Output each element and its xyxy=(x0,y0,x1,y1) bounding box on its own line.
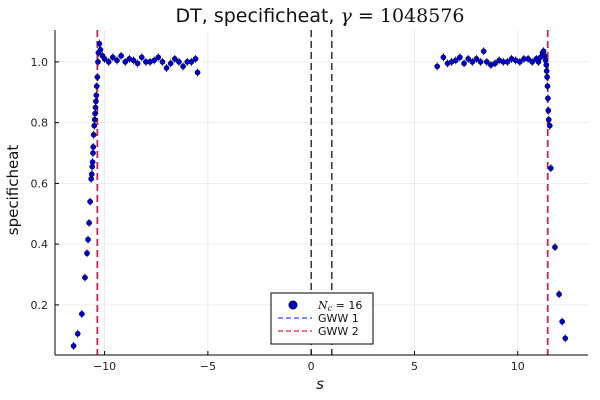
data-point xyxy=(91,122,98,129)
data-point xyxy=(70,343,77,349)
data-point xyxy=(159,59,166,65)
data-point xyxy=(543,62,550,68)
data-point xyxy=(118,52,124,59)
data-point xyxy=(151,57,158,64)
data-point xyxy=(480,48,487,55)
axes xyxy=(54,30,588,356)
data-point xyxy=(84,250,90,257)
data-point xyxy=(492,60,498,67)
data-point xyxy=(90,131,97,138)
data-point xyxy=(85,236,91,243)
x-tick-label: 10 xyxy=(511,360,525,373)
data-point xyxy=(97,46,104,53)
data-point xyxy=(90,144,97,150)
legend-entry-gww2: GWW 2 xyxy=(318,325,359,338)
data-point xyxy=(545,95,551,102)
data-point xyxy=(516,59,523,65)
data-point xyxy=(109,54,116,61)
data-point xyxy=(452,57,459,64)
data-point xyxy=(547,165,554,172)
data-point xyxy=(194,69,201,76)
data-point xyxy=(79,311,85,317)
data-point xyxy=(89,159,96,165)
data-point xyxy=(163,65,170,71)
data-point xyxy=(93,83,100,90)
data-point xyxy=(114,57,120,64)
data-point xyxy=(122,59,129,65)
y-tick-label: 0.8 xyxy=(31,117,49,130)
data-point xyxy=(176,59,182,65)
data-point xyxy=(188,59,195,65)
data-point xyxy=(167,60,174,67)
data-point xyxy=(461,60,467,67)
data-point xyxy=(93,98,99,105)
data-point xyxy=(130,57,137,64)
data-point xyxy=(469,59,476,65)
data-point xyxy=(192,56,199,62)
x-tick-label: −5 xyxy=(200,360,216,373)
data-series xyxy=(70,39,569,350)
data-point xyxy=(74,330,81,337)
data-point xyxy=(556,291,562,298)
data-point xyxy=(155,54,162,61)
data-point xyxy=(544,83,551,90)
data-point xyxy=(477,59,484,65)
data-point xyxy=(87,198,93,205)
data-point xyxy=(86,220,92,226)
legend-entry-series: Nc = 16 xyxy=(317,299,362,313)
y-tick-label: 0.6 xyxy=(31,177,49,190)
data-point xyxy=(91,116,98,123)
data-point xyxy=(545,107,552,114)
x-tick-label: 5 xyxy=(411,360,418,373)
y-axis-label: specificheat xyxy=(4,145,22,236)
data-point xyxy=(473,56,480,62)
legend-marker-icon xyxy=(288,300,298,310)
data-point xyxy=(544,74,550,80)
data-point xyxy=(90,150,96,156)
ticks: −10 −5 0 5 10 0.2 0.4 0.6 0.8 1.0 xyxy=(31,56,525,373)
data-point xyxy=(171,56,178,62)
data-point xyxy=(134,60,141,67)
data-point xyxy=(562,335,569,342)
data-point xyxy=(434,63,441,70)
data-point xyxy=(529,59,536,65)
data-point xyxy=(92,110,98,117)
data-point xyxy=(457,54,463,61)
data-point xyxy=(92,104,99,111)
data-point xyxy=(525,56,531,62)
x-tick-label: 0 xyxy=(308,360,315,373)
data-point xyxy=(82,274,88,281)
data-point xyxy=(96,40,103,47)
chart-title: DT, specificheat, γ = 1048576 xyxy=(176,5,465,27)
y-tick-label: 1.0 xyxy=(31,56,49,69)
data-point xyxy=(95,59,101,65)
legend-entry-gww1: GWW 1 xyxy=(318,312,359,325)
data-point xyxy=(504,59,511,65)
data-point xyxy=(543,68,550,74)
x-axis-label: s xyxy=(316,375,324,393)
data-point xyxy=(483,59,490,65)
y-tick-label: 0.4 xyxy=(31,238,49,251)
data-point xyxy=(88,171,95,178)
legend: Nc = 16 GWW 1 GWW 2 xyxy=(270,292,374,345)
data-point xyxy=(180,63,186,70)
data-point xyxy=(94,74,101,80)
data-point xyxy=(465,56,472,62)
data-point xyxy=(101,56,108,62)
data-point xyxy=(440,54,447,61)
data-point xyxy=(559,318,566,325)
data-point xyxy=(138,54,145,61)
data-point xyxy=(545,116,552,123)
data-point xyxy=(105,59,112,65)
y-tick-label: 0.2 xyxy=(31,299,49,312)
data-point xyxy=(93,92,100,99)
data-point xyxy=(552,244,558,251)
x-tick-label: −10 xyxy=(93,360,116,373)
data-point xyxy=(546,122,553,129)
